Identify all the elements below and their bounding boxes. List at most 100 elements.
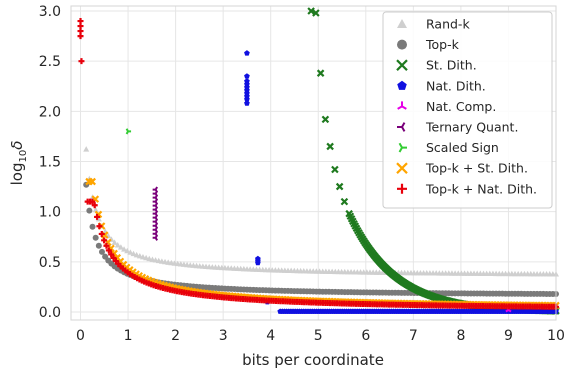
legend-entry: Top-k + Nat. Dith. (397, 181, 537, 196)
series-scaled-sign (125, 128, 132, 135)
data-point (98, 230, 105, 237)
data-point (101, 237, 108, 244)
data-point (125, 128, 132, 135)
data-point (335, 182, 344, 191)
data-point (96, 223, 103, 230)
y-tick-label: 0.0 (39, 305, 61, 321)
data-point (92, 206, 99, 213)
legend-marker (396, 162, 408, 174)
data-point (77, 18, 84, 25)
data-point (92, 234, 99, 241)
data-point (83, 146, 90, 152)
data-point (95, 215, 102, 222)
series-top-k-nat-dith (77, 18, 559, 310)
series-layer (77, 7, 560, 315)
legend: Rand-k Top-k St. Dith. Nat. Dith. Nat. Comp.… (382, 11, 553, 209)
legend-entry: Nat. Dith. (397, 78, 486, 93)
legend-marker (398, 142, 407, 153)
x-tick-label: 5 (314, 328, 323, 344)
legend-label: Scaled Sign (426, 140, 499, 155)
data-point (244, 50, 250, 56)
x-tick-label: 7 (409, 328, 418, 344)
data-point (111, 239, 118, 245)
y-axis-label: log10δ (8, 141, 29, 186)
data-point (255, 259, 261, 266)
legend-marker (397, 101, 407, 110)
data-point (78, 58, 85, 65)
legend-entry: Nat. Comp. (397, 99, 496, 114)
data-point (91, 202, 98, 209)
legend-entry: Top-k + St. Dith. (396, 161, 528, 176)
x-tick-label: 8 (456, 328, 465, 344)
data-point (340, 197, 349, 206)
x-tick-label: 1 (124, 328, 133, 344)
y-axis-label-base: log (8, 163, 26, 186)
data-point (89, 198, 96, 205)
data-point (312, 9, 320, 17)
data-point (94, 213, 101, 220)
data-point (244, 100, 250, 106)
y-axis-label-subscript: 10 (18, 150, 29, 163)
x-tick-labels: 0 1 2 3 4 5 6 7 8 9 10 (76, 328, 565, 344)
legend-entries: Rand-k Top-k St. Dith. Nat. Dith. Nat. Comp.… (396, 17, 537, 196)
data-point (95, 242, 102, 249)
y-tick-label: 1.5 (39, 154, 61, 170)
legend-label: Nat. Dith. (426, 78, 486, 93)
data-point (108, 251, 115, 258)
x-tick-label: 10 (547, 328, 565, 344)
x-tick-label: 2 (171, 328, 180, 344)
legend-label: St. Dith. (426, 58, 477, 73)
data-point (244, 96, 250, 102)
legend-marker (396, 59, 408, 71)
data-point (152, 234, 159, 241)
x-tick-label: 4 (266, 328, 275, 344)
x-axis-label: bits per coordinate (242, 351, 384, 369)
y-tick-label: 1.0 (39, 205, 61, 221)
y-tick-label: 2.0 (39, 104, 61, 120)
data-point (77, 28, 84, 35)
data-point (89, 223, 96, 230)
y-tick-label: 3.0 (39, 4, 61, 20)
legend-marker (397, 19, 407, 28)
data-point (124, 247, 131, 254)
data-point (117, 244, 124, 250)
legend-marker (397, 122, 406, 132)
data-point (127, 249, 134, 255)
legend-entry: Ternary Quant. (397, 120, 518, 135)
data-point (331, 165, 339, 174)
data-point (244, 73, 250, 79)
legend-marker (397, 80, 407, 90)
data-point (321, 115, 330, 124)
legend-entry: Top-k (397, 37, 460, 52)
legend-entry: St. Dith. (396, 58, 477, 73)
legend-label: Ternary Quant. (425, 120, 518, 135)
data-point (88, 177, 96, 186)
y-tick-label: 2.5 (39, 54, 61, 70)
y-tick-label: 0.5 (39, 255, 61, 271)
data-point (98, 248, 105, 255)
x-tick-label: 9 (504, 328, 513, 344)
data-point (307, 7, 315, 15)
legend-label: Top-k (425, 37, 460, 52)
legend-entry: Rand-k (397, 17, 470, 32)
y-axis-label-symbol: δ (8, 141, 26, 150)
legend-marker (397, 183, 407, 194)
data-point (77, 23, 84, 30)
legend-label: Top-k + St. Dith. (425, 161, 528, 176)
x-tick-label: 0 (76, 328, 85, 344)
data-point (133, 251, 140, 258)
data-point (326, 142, 334, 151)
data-point (105, 247, 112, 254)
legend-label: Nat. Comp. (426, 99, 496, 114)
data-point (121, 246, 128, 252)
data-point (110, 254, 117, 261)
series-ternary-quant (152, 186, 159, 241)
data-point (77, 33, 84, 40)
data-point (130, 250, 137, 257)
plot-frame (70, 5, 557, 321)
data-point (86, 207, 93, 214)
data-point (114, 242, 121, 248)
legend-label: Top-k + Nat. Dith. (425, 181, 537, 196)
x-tick-label: 3 (219, 328, 228, 344)
